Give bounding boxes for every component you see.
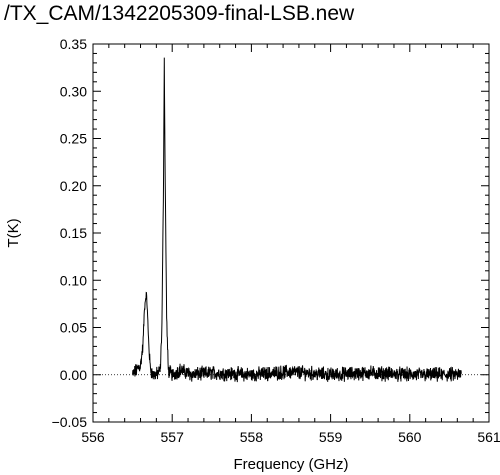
x-tick-label: 557 [161,429,185,445]
x-tick-label: 556 [81,429,105,445]
y-tick-label: 0.05 [60,320,87,336]
y-tick-label: 0.20 [60,178,87,194]
y-tick-label: 0.30 [60,83,87,99]
plot-frame [92,43,490,423]
spectrum-line [132,57,462,383]
x-tick-label: 558 [240,429,264,445]
y-tick-label: −0.05 [52,414,88,430]
y-tick-label: 0.15 [60,225,87,241]
y-axis-title: T(K) [5,218,22,247]
x-tick-label: 559 [319,429,343,445]
x-tick-label: 561 [477,429,500,445]
x-axis-title: Frequency (GHz) [233,456,348,473]
y-tick-label: 0.35 [60,36,87,52]
x-tick-label: 560 [398,429,422,445]
y-tick-label: 0.10 [60,272,87,288]
y-tick-label: 0.00 [60,367,87,383]
chart-title: /TX_CAM/1342205309-final-LSB.new [4,2,355,25]
y-tick-label: 0.25 [60,131,87,147]
plot-area: −0.05 0.00 0.05 0.10 0.15 0.20 0.25 0.30 0.35 556… [5,36,500,473]
